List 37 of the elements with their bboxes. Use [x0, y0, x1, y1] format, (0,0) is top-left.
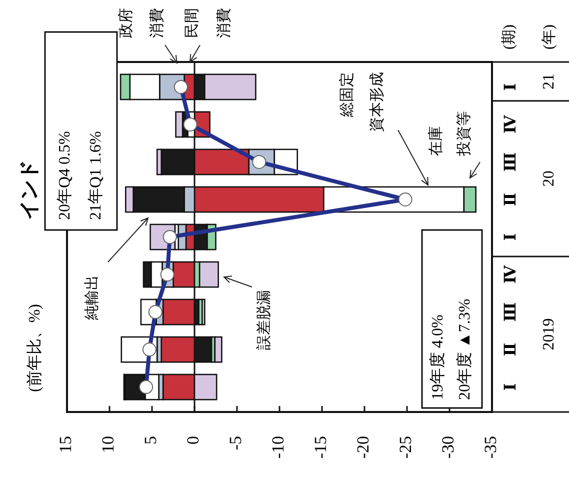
y-tick-label: Ⅳ	[502, 264, 520, 284]
text: 政府消費	[117, 8, 166, 38]
y-tick-label: Ⅰ	[502, 83, 520, 91]
text: 民間消費	[184, 8, 232, 38]
annotation: 19年度 4.0%	[428, 314, 447, 400]
text: 21	[540, 73, 558, 90]
text: 2019	[540, 318, 558, 350]
y-tick-label: Ⅰ	[502, 233, 520, 241]
text: 純輸出	[83, 275, 100, 320]
text: (年)	[540, 24, 558, 50]
text: 総固定資本形成	[338, 72, 386, 132]
x-tick-label: -30	[438, 436, 458, 459]
y-tick-label: Ⅳ	[502, 114, 520, 134]
y-tick-label: Ⅱ	[502, 192, 520, 206]
y-tick-label: Ⅲ	[502, 302, 520, 322]
x-tick-label: -20	[353, 436, 372, 459]
x-tick-label: 5	[140, 436, 160, 444]
x-tick-label: 15	[56, 436, 75, 453]
text: インド	[16, 160, 40, 220]
x-tick-label: 0	[183, 436, 202, 444]
x-tick-label: -35	[480, 436, 500, 459]
x-tick-label: -25	[396, 436, 415, 459]
text: 在庫投資等	[427, 111, 472, 157]
text: (期)	[500, 24, 518, 50]
annotation: 20年Q4 0.5%	[56, 131, 74, 220]
y-tick-label: Ⅰ	[502, 383, 520, 391]
annotation: 21年Q1 1.6%	[88, 131, 105, 220]
x-tick-label: -10	[268, 436, 288, 459]
y-tick-label: Ⅲ	[502, 152, 520, 172]
x-tick-label: 10	[98, 436, 118, 453]
y-tick-label: Ⅱ	[502, 342, 520, 356]
annotation: 20年度 ▲7.3%	[456, 298, 474, 400]
text: 20	[540, 170, 558, 187]
x-tick-label: -5	[226, 436, 245, 450]
text: (前年比、%)	[26, 304, 44, 392]
x-tick-label: -15	[310, 436, 330, 459]
text: 誤差脱漏	[255, 290, 272, 350]
